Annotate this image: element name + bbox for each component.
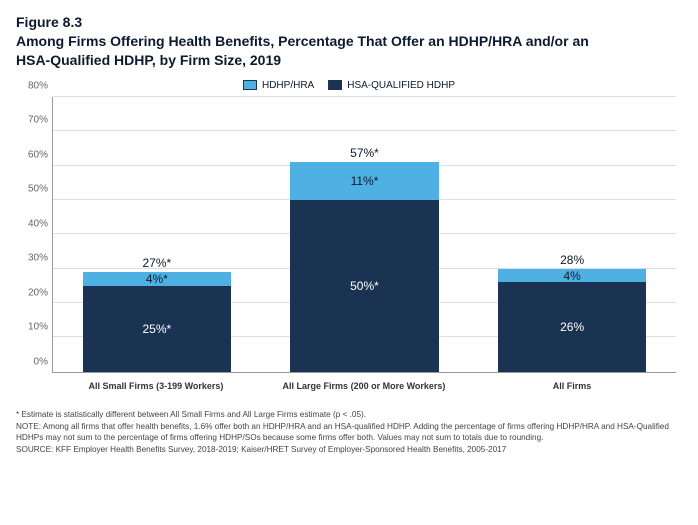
y-tick-label: 50% (28, 184, 48, 195)
bar-segment-hdhp-hra: 11%* (290, 162, 438, 200)
bar-group: 28% 4%26% (485, 97, 659, 372)
legend-swatch-2 (328, 80, 342, 90)
stacked-bar: 11%*50%* (290, 162, 438, 372)
y-tick-label: 20% (28, 287, 48, 298)
x-axis-label: All Firms (485, 375, 660, 397)
plot-region: 27%* 4%*25%* 57%* 11%*50%* 28% 4%26% (52, 97, 676, 373)
bar-total-label: 28% (560, 253, 584, 267)
bar-segment-hsa: 50%* (290, 200, 438, 372)
stacked-bar: 4%26% (498, 269, 646, 372)
y-tick-label: 10% (28, 322, 48, 333)
y-axis: 0%10%20%30%40%50%60%70%80% (16, 97, 52, 373)
footnotes: * Estimate is statistically different be… (16, 409, 682, 455)
bar-group: 27%* 4%*25%* (70, 97, 244, 372)
y-tick-label: 80% (28, 80, 48, 91)
bar-group: 57%* 11%*50%* (277, 97, 451, 372)
footnote-note: NOTE: Among all firms that offer health … (16, 421, 682, 443)
bar-segment-hdhp-hra: 4% (498, 269, 646, 283)
bar-total-label: 27%* (142, 256, 171, 270)
figure-number: Figure 8.3 (16, 14, 682, 30)
legend-swatch-1 (243, 80, 257, 90)
chart-area: 0%10%20%30%40%50%60%70%80% 27%*4%*25%*57… (16, 97, 682, 397)
stacked-bar: 4%*25%* (83, 272, 231, 372)
x-axis-label: All Large Firms (200 or More Workers) (277, 375, 452, 397)
bar-segment-hsa: 26% (498, 282, 646, 371)
bars-container: 27%* 4%*25%* 57%* 11%*50%* 28% 4%26% (53, 97, 676, 372)
bar-segment-hsa: 25%* (83, 286, 231, 372)
y-tick-label: 60% (28, 149, 48, 160)
footnote-source: SOURCE: KFF Employer Health Benefits Sur… (16, 444, 682, 455)
x-axis-labels: All Small Firms (3-199 Workers) All Large… (52, 375, 676, 397)
legend-item-hsa: HSA-QUALIFIED HDHP (328, 80, 455, 91)
legend: HDHP/HRA HSA-QUALIFIED HDHP (16, 80, 682, 91)
legend-item-hdhp-hra: HDHP/HRA (243, 80, 314, 91)
y-tick-label: 70% (28, 115, 48, 126)
chart-title: Among Firms Offering Health Benefits, Pe… (16, 32, 626, 70)
bar-total-label: 57%* (350, 146, 379, 160)
y-tick-label: 0% (34, 356, 48, 367)
y-tick-label: 30% (28, 253, 48, 264)
legend-label-2: HSA-QUALIFIED HDHP (347, 80, 455, 91)
y-tick-label: 40% (28, 218, 48, 229)
bar-segment-hdhp-hra: 4%* (83, 272, 231, 286)
legend-label-1: HDHP/HRA (262, 80, 314, 91)
footnote-significance: * Estimate is statistically different be… (16, 409, 682, 420)
x-axis-label: All Small Firms (3-199 Workers) (69, 375, 244, 397)
